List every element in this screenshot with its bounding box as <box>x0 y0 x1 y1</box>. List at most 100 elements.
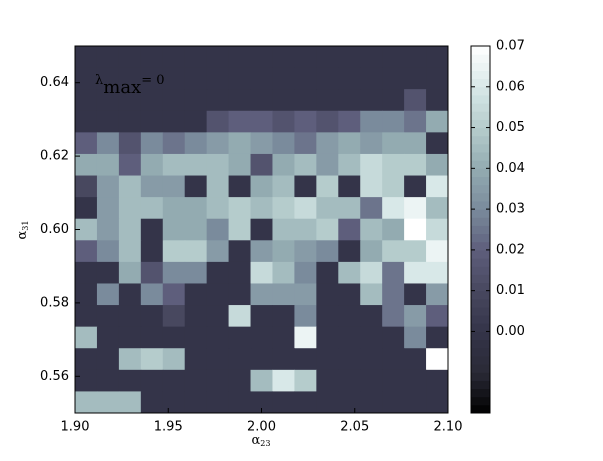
heatmap-cell <box>96 348 120 371</box>
heatmap-cell <box>272 240 295 263</box>
colorbar-band <box>471 404 490 414</box>
heatmap-cell <box>338 218 361 241</box>
heatmap-cell <box>75 153 98 177</box>
heatmap-cell <box>250 240 273 263</box>
x-tick-label: 2.00 <box>247 420 276 435</box>
heatmap-cell <box>338 89 361 112</box>
heatmap-cell <box>184 261 208 284</box>
heatmap-cell <box>140 261 164 284</box>
heatmap-cell <box>250 283 273 306</box>
heatmap-cell <box>184 348 208 371</box>
heatmap-cell <box>228 261 252 284</box>
heatmap-cell <box>382 391 405 414</box>
heatmap-cell <box>382 326 405 349</box>
heatmap-cell <box>360 240 383 263</box>
heatmap-cell <box>75 46 98 69</box>
colorbar-band <box>471 306 490 316</box>
heatmap-cell <box>184 175 208 198</box>
heatmap-cell <box>294 326 317 349</box>
heatmap-cell <box>404 348 427 371</box>
heatmap-cell <box>426 391 449 414</box>
heatmap-cell <box>404 218 427 241</box>
heatmap-cell <box>206 283 230 306</box>
heatmap-cell <box>250 391 273 414</box>
heatmap-cell <box>96 197 120 220</box>
heatmap-cell <box>228 283 252 306</box>
heatmap-cell <box>206 348 230 371</box>
heatmap-cell <box>316 110 339 133</box>
heatmap-cell <box>272 369 295 392</box>
heatmap-cell <box>96 46 120 69</box>
heatmap-cell <box>206 240 230 263</box>
heatmap-cell <box>118 240 142 263</box>
colorbar-band <box>471 249 490 259</box>
heatmap-cell <box>184 391 208 414</box>
heatmap-cell <box>426 67 449 90</box>
heatmap-cell <box>294 89 317 112</box>
y-tick-label: 0.56 <box>40 369 69 384</box>
heatmap-cell <box>118 46 142 69</box>
colorbar-tick-label: 0.00 <box>496 324 525 339</box>
annotation-text: = 0 <box>141 73 164 88</box>
colorbar-band <box>471 233 490 243</box>
heatmap-cell <box>96 261 120 284</box>
heatmap-cell <box>250 175 273 198</box>
heatmap-cell <box>206 89 230 112</box>
heatmap-cell <box>360 132 383 155</box>
heatmap-cell <box>316 240 339 263</box>
colorbar-band <box>471 111 490 120</box>
heatmap-cell <box>228 89 252 112</box>
heatmap-cell <box>118 110 142 133</box>
heatmap-cell <box>118 305 142 328</box>
heatmap-cell <box>228 67 252 90</box>
heatmap-cell <box>338 326 361 349</box>
heatmap-cell <box>250 132 273 155</box>
heatmap-cell <box>118 197 142 220</box>
heatmap-cell <box>360 369 383 392</box>
colorbar-band <box>471 135 490 145</box>
x-axis-label-subscript: 23 <box>260 439 270 448</box>
colorbar-band <box>471 94 490 104</box>
heatmap-cell <box>382 46 405 69</box>
heatmap-cell <box>184 110 208 133</box>
x-axis-label-symbol: α <box>251 433 260 448</box>
heatmap-cell <box>250 369 273 392</box>
colorbar-band <box>471 380 490 390</box>
heatmap-cell <box>426 283 449 306</box>
colorbar-tick-label: 0.07 <box>496 39 525 54</box>
heatmap-cell <box>294 46 317 69</box>
heatmap-cell <box>206 261 230 284</box>
colorbar-band <box>471 209 490 218</box>
heatmap-cell <box>206 153 230 177</box>
colorbar-band <box>471 176 490 186</box>
heatmap-cell <box>272 391 295 414</box>
heatmap-cell <box>162 67 186 90</box>
heatmap-cell <box>184 283 208 306</box>
heatmap-cell <box>96 110 120 133</box>
colorbar-band <box>471 46 490 55</box>
heatmap-cell <box>184 326 208 349</box>
heatmap-cell <box>75 175 98 198</box>
heatmap-cell <box>382 240 405 263</box>
heatmap-cell <box>316 261 339 284</box>
heatmap-cell <box>426 175 449 198</box>
heatmap-cell <box>184 67 208 90</box>
heatmap-cell <box>75 132 98 155</box>
heatmap-cell <box>162 89 186 112</box>
heatmap-cell <box>316 89 339 112</box>
heatmap-cell <box>316 369 339 392</box>
heatmap-cell <box>228 197 252 220</box>
heatmap-cell <box>272 326 295 349</box>
heatmap-cell <box>206 46 230 69</box>
heatmap-cell <box>294 132 317 155</box>
colorbar-band <box>471 241 490 251</box>
heatmap-cell <box>162 175 186 198</box>
heatmap-cell <box>250 326 273 349</box>
heatmap-cell <box>75 261 98 284</box>
colorbar-tick-label: 0.06 <box>496 79 525 94</box>
y-axis-label-symbol: α <box>15 231 30 240</box>
heatmap-cell <box>96 283 120 306</box>
heatmap-cell <box>272 175 295 198</box>
heatmap-cell <box>140 348 164 371</box>
heatmap-cell <box>228 110 252 133</box>
